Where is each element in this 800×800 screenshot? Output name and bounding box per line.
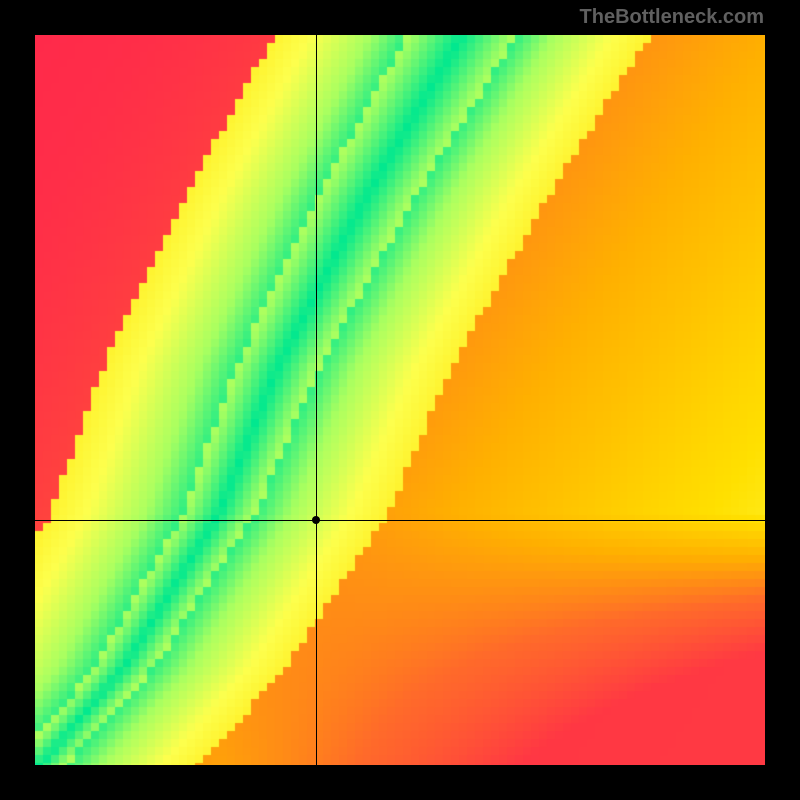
marker-point <box>312 516 320 524</box>
watermark-text: TheBottleneck.com <box>580 6 764 29</box>
crosshair-horizontal <box>35 520 765 521</box>
chart-container: TheBottleneck.com <box>0 0 800 800</box>
heatmap-plot <box>35 35 765 765</box>
heatmap-canvas <box>35 35 765 765</box>
crosshair-vertical <box>316 35 317 765</box>
